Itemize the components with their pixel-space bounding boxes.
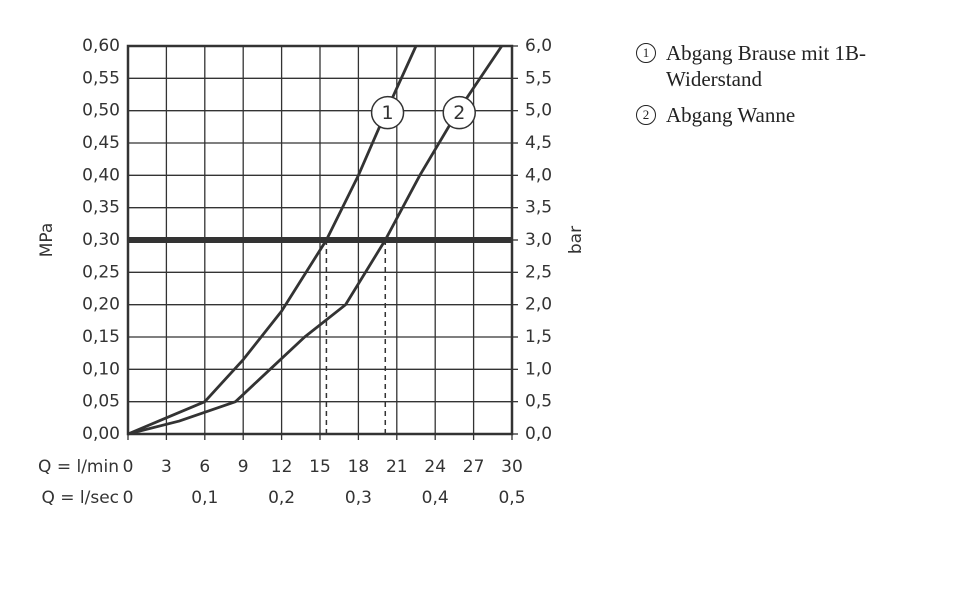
x2-tick-label: 0,2 xyxy=(268,488,295,508)
y-tick-label: 0,60 xyxy=(82,36,120,56)
y-tick-label: 0,50 xyxy=(82,101,120,121)
x-axis-label: Q = l/min xyxy=(38,457,119,477)
y2-tick-label: 5,0 xyxy=(525,101,552,121)
y2-tick-label: 2,5 xyxy=(525,262,552,282)
y-tick-label: 0,00 xyxy=(82,424,120,444)
y2-tick-label: 6,0 xyxy=(525,36,552,56)
y2-tick-label: 0,5 xyxy=(525,392,552,412)
x-tick-label: 15 xyxy=(309,457,331,477)
x2-tick-label: 0,1 xyxy=(191,488,218,508)
y-tick-label: 0,25 xyxy=(82,262,120,282)
x2-tick-label: 0,3 xyxy=(345,488,372,508)
x2-tick-label: 0,4 xyxy=(422,488,449,508)
legend-text: Abgang Wanne xyxy=(666,103,796,127)
y-tick-label: 0,10 xyxy=(82,359,120,379)
line-series xyxy=(127,45,503,436)
line-series xyxy=(127,45,418,436)
y-tick-label: 0,05 xyxy=(82,392,120,412)
x2-tick-label: 0 xyxy=(123,488,134,508)
x-tick-label: 0 xyxy=(123,457,134,477)
y2-tick-label: 1,5 xyxy=(525,327,552,347)
y-tick-label: 0,55 xyxy=(82,68,120,88)
y2-tick-label: 2,0 xyxy=(525,295,552,315)
x2-axis-label: Q = l/sec xyxy=(41,488,119,508)
legend-symbol: 2 xyxy=(636,105,656,125)
y2-tick-label: 5,5 xyxy=(525,68,552,88)
x-tick-label: 3 xyxy=(161,457,172,477)
x-tick-label: 12 xyxy=(271,457,293,477)
y-tick-label: 0,35 xyxy=(82,198,120,218)
y-axis-label: MPa xyxy=(37,223,57,258)
legend-text: Abgang Brause mit 1B-Widerstand xyxy=(666,41,867,91)
legend-symbol: 1 xyxy=(636,43,656,63)
y-tick-label: 0,30 xyxy=(82,230,120,250)
y2-tick-label: 1,0 xyxy=(525,359,552,379)
x-tick-label: 24 xyxy=(424,457,446,477)
x-tick-label: 30 xyxy=(501,457,523,477)
x-tick-label: 9 xyxy=(238,457,249,477)
y2-tick-label: 3,0 xyxy=(525,230,552,250)
x-tick-label: 21 xyxy=(386,457,408,477)
x2-tick-label: 0,5 xyxy=(498,488,525,508)
y-tick-label: 0,15 xyxy=(82,327,120,347)
y-tick-label: 0,40 xyxy=(82,165,120,185)
curve-label-circle xyxy=(442,95,476,130)
y2-axis-label: bar xyxy=(566,226,586,254)
legend-item: 1 Abgang Brause mit 1B-Widerstand xyxy=(636,40,896,92)
x-tick-label: 27 xyxy=(463,457,485,477)
curve-label: 2 xyxy=(453,102,465,124)
y2-tick-label: 0,0 xyxy=(525,424,552,444)
y2-tick-label: 4,5 xyxy=(525,133,552,153)
y2-tick-label: 3,5 xyxy=(525,198,552,218)
curve-label: 1 xyxy=(382,102,394,124)
legend-item: 2 Abgang Wanne xyxy=(636,102,896,128)
curve-label-circle xyxy=(370,95,405,130)
legend: 1 Abgang Brause mit 1B-Widerstand 2 Abgang … xyxy=(636,40,896,138)
y2-tick-label: 4,0 xyxy=(525,165,552,185)
y-tick-label: 0,45 xyxy=(82,133,120,153)
y-tick-label: 0,20 xyxy=(82,295,120,315)
x-tick-label: 18 xyxy=(348,457,370,477)
x-tick-label: 6 xyxy=(199,457,210,477)
